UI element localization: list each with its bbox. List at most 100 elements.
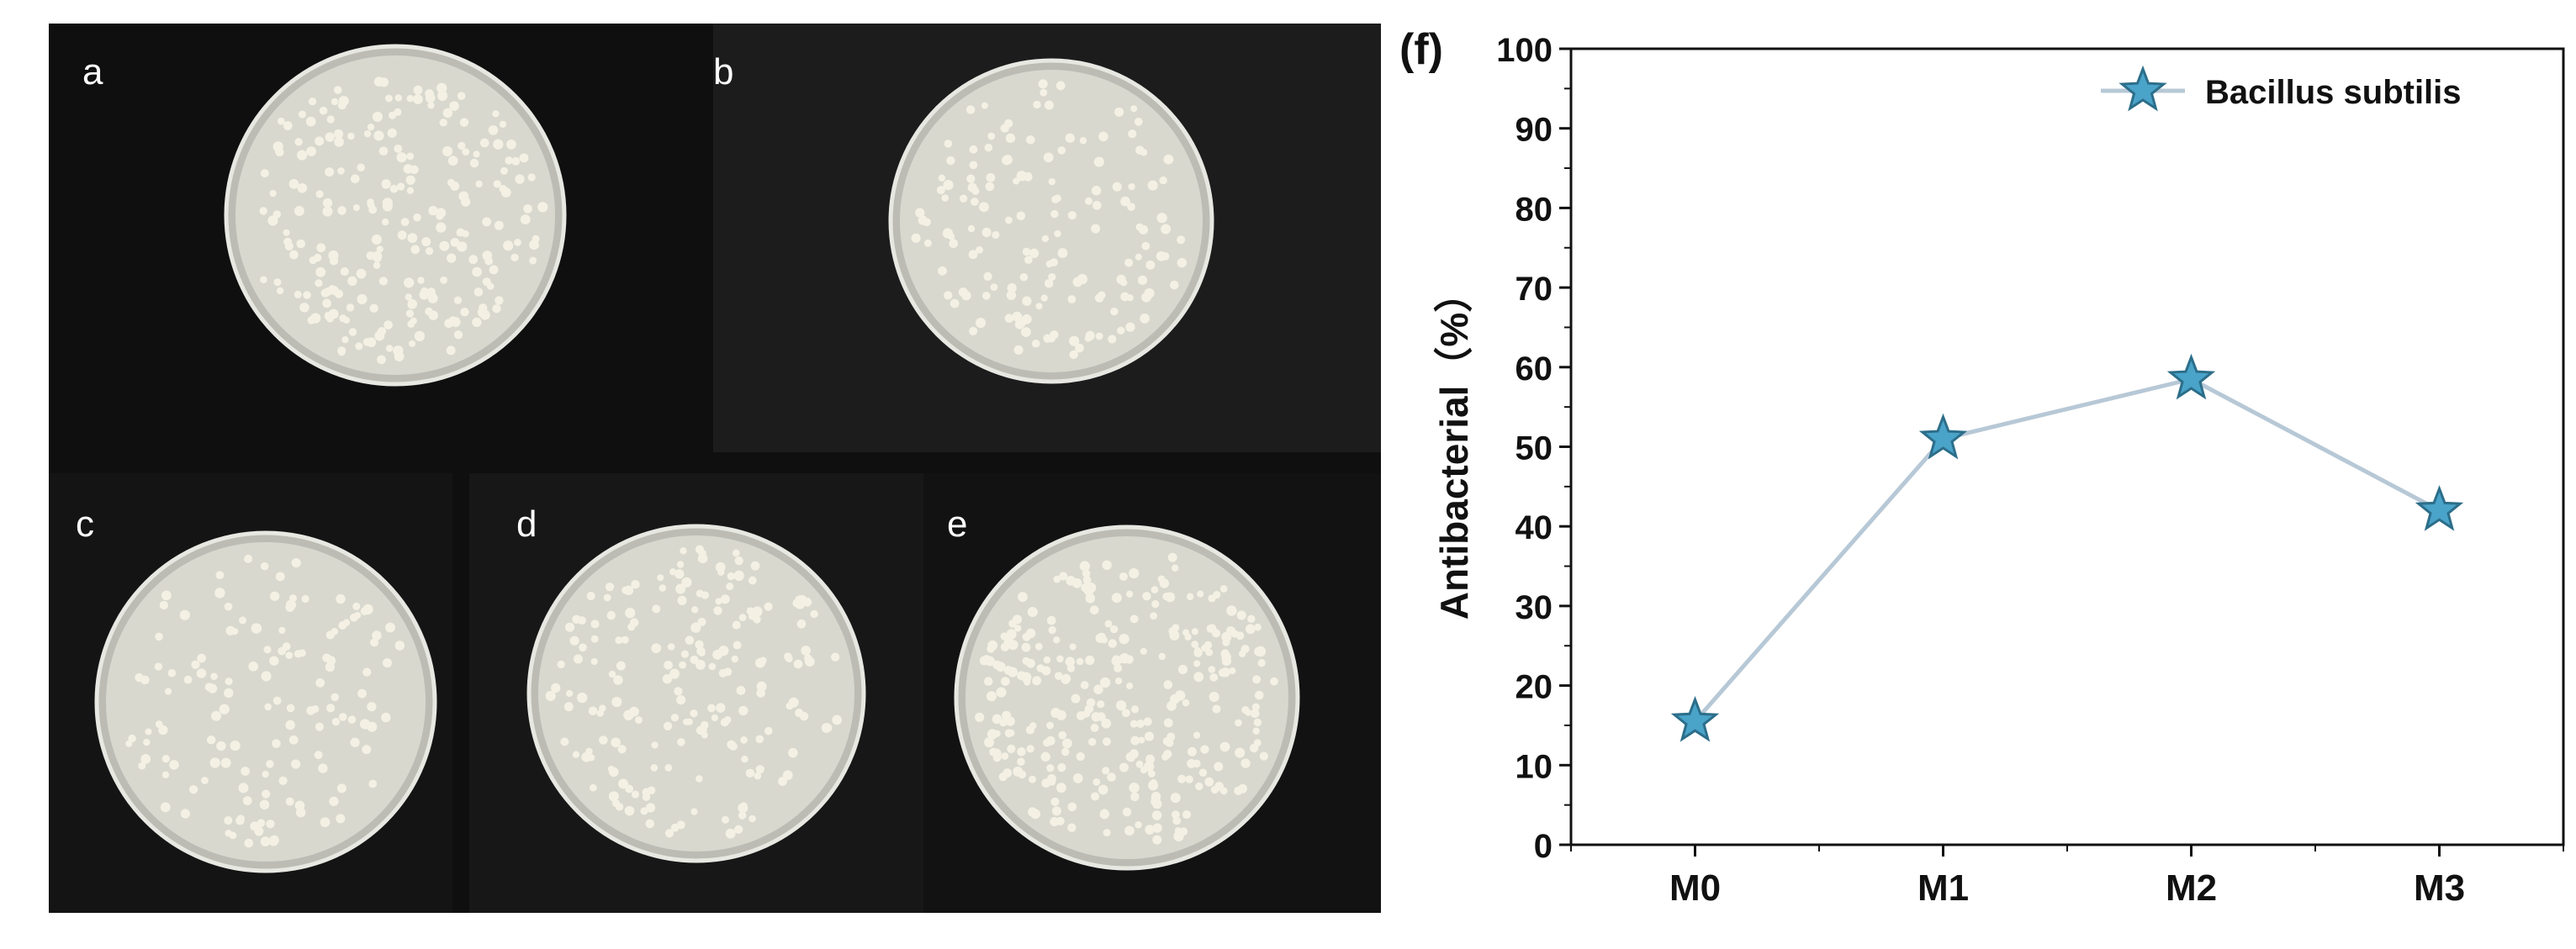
colony (367, 124, 375, 131)
colony (986, 645, 995, 653)
colony (214, 588, 225, 598)
colony (1219, 741, 1230, 752)
colony (557, 660, 565, 669)
colony (482, 217, 492, 227)
colony (764, 602, 773, 611)
colony (362, 604, 373, 615)
colony (225, 677, 233, 686)
colony (969, 145, 978, 154)
colony (911, 233, 921, 243)
colony (393, 345, 404, 356)
colony (339, 314, 347, 323)
colony (645, 819, 654, 829)
colony (315, 266, 326, 277)
colony (1045, 735, 1055, 746)
colony (229, 831, 237, 840)
colony (1080, 681, 1089, 690)
colony (1061, 747, 1070, 757)
colony (645, 803, 656, 813)
colony (1129, 567, 1140, 579)
colony (1166, 700, 1177, 711)
colony (1163, 680, 1173, 689)
colony (405, 293, 412, 301)
colony (303, 291, 311, 299)
colony (1210, 785, 1219, 794)
colony (333, 86, 342, 94)
colony (1159, 578, 1170, 588)
colony (1055, 672, 1063, 680)
colony (727, 572, 735, 581)
colony (965, 105, 976, 114)
colony (1029, 809, 1038, 817)
colony (975, 318, 986, 329)
colony (1110, 307, 1119, 316)
colony (992, 714, 1002, 725)
colony (369, 303, 378, 313)
colony (732, 620, 741, 630)
colony (651, 643, 662, 654)
colony (577, 693, 584, 701)
colony (453, 330, 463, 340)
colony (224, 602, 233, 611)
colony (1150, 779, 1158, 787)
colony (608, 791, 619, 802)
colony (1247, 614, 1256, 624)
colony (357, 688, 367, 699)
colony (1046, 615, 1056, 625)
y-tick-label: 60 (1515, 351, 1553, 388)
colony (986, 729, 998, 740)
panel-label: (f) (1399, 25, 1443, 74)
colony (782, 770, 793, 781)
colony (347, 132, 355, 140)
colony (1076, 711, 1086, 720)
colony (389, 111, 397, 119)
colony (981, 102, 988, 109)
colony (158, 725, 168, 735)
colony (1057, 146, 1066, 155)
colony (446, 345, 456, 356)
plot-frame (1569, 47, 2565, 846)
colony (1084, 197, 1092, 205)
colony (802, 597, 812, 607)
colony (680, 650, 690, 658)
colony (519, 153, 529, 163)
colony (356, 268, 367, 279)
colony (983, 272, 992, 282)
colony (1172, 810, 1180, 820)
colony (1035, 303, 1043, 310)
colony (1179, 827, 1188, 836)
colony (1144, 731, 1155, 741)
colony (551, 683, 561, 693)
colony (296, 239, 305, 249)
colony (135, 672, 144, 683)
y-tick-label: 80 (1515, 191, 1553, 228)
colony (1038, 79, 1048, 89)
colony (405, 175, 415, 185)
colony (733, 570, 744, 582)
colony (960, 194, 968, 203)
colony (1005, 216, 1013, 224)
colony (1206, 624, 1215, 633)
colony (428, 205, 438, 216)
colony (179, 609, 190, 620)
colony (1013, 614, 1023, 625)
colony (1097, 700, 1105, 709)
colony (1017, 747, 1026, 757)
colony (1241, 706, 1250, 714)
colony (990, 283, 998, 292)
colony (469, 158, 479, 168)
colony (286, 704, 295, 713)
colony (459, 118, 469, 127)
petri-dish-photo-panel: a b c d e (49, 24, 1381, 913)
colony (425, 247, 434, 256)
colony (514, 239, 521, 246)
colony (1170, 280, 1179, 290)
colony (537, 202, 548, 213)
colony (523, 204, 532, 214)
colony (565, 622, 575, 632)
colony (733, 641, 742, 650)
colony (1129, 782, 1140, 793)
colony (503, 240, 514, 251)
colony (830, 652, 840, 662)
colony (1112, 182, 1122, 192)
